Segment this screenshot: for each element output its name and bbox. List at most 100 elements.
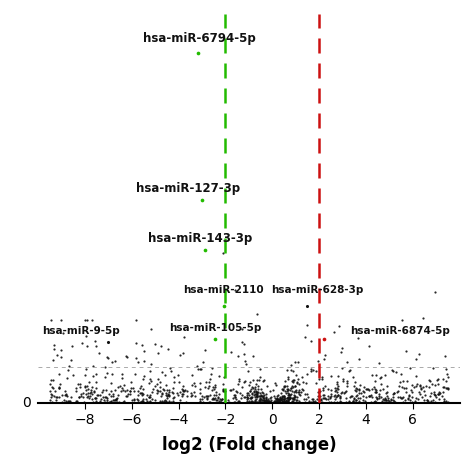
Point (371, 388, 379, 396)
Point (60, 329, 67, 337)
Point (84, 385, 92, 393)
Point (284, 392, 292, 399)
Point (274, 396, 282, 403)
Point (114, 383, 122, 391)
Point (246, 388, 254, 395)
Point (365, 342, 372, 350)
Point (381, 371, 389, 378)
Point (252, 391, 259, 398)
Point (86, 392, 93, 400)
Point (363, 385, 371, 392)
Point (372, 386, 380, 394)
Point (372, 397, 379, 405)
Point (202, 392, 210, 400)
Point (314, 395, 321, 402)
Point (165, 389, 173, 396)
Point (419, 314, 427, 321)
Point (272, 399, 280, 406)
Point (63, 391, 70, 399)
Point (389, 396, 397, 403)
Point (165, 386, 173, 393)
Point (73, 397, 81, 405)
Point (273, 398, 281, 406)
Point (203, 392, 210, 400)
Point (390, 389, 398, 397)
Point (262, 399, 270, 407)
Point (334, 372, 342, 379)
Point (235, 398, 243, 406)
Point (251, 396, 259, 403)
Point (345, 398, 353, 405)
Point (279, 393, 286, 401)
Point (279, 399, 287, 407)
Point (428, 390, 435, 397)
Point (318, 398, 326, 405)
Point (392, 368, 400, 376)
Point (269, 399, 276, 407)
Point (55, 383, 63, 391)
Point (264, 398, 271, 405)
Point (333, 399, 340, 406)
Point (347, 392, 355, 400)
Point (252, 380, 260, 388)
Point (398, 370, 405, 378)
Point (100, 397, 108, 404)
Point (101, 393, 109, 401)
Text: hsa-miR-2110: hsa-miR-2110 (183, 284, 264, 295)
Point (103, 399, 110, 406)
Point (274, 396, 282, 403)
Point (292, 387, 300, 394)
Point (249, 384, 257, 392)
Point (283, 366, 291, 374)
Point (195, 49, 202, 57)
Point (399, 383, 406, 391)
Point (261, 394, 268, 401)
Point (292, 372, 300, 379)
Point (139, 385, 146, 393)
Point (160, 386, 167, 393)
Point (146, 393, 154, 401)
Point (272, 379, 279, 387)
Point (270, 392, 278, 400)
Point (171, 374, 178, 381)
Point (83, 393, 91, 401)
Point (183, 387, 191, 395)
Point (419, 383, 427, 391)
Point (151, 340, 158, 347)
Point (154, 349, 161, 356)
Point (326, 394, 334, 402)
Point (176, 351, 184, 358)
Point (169, 390, 177, 397)
Point (262, 395, 269, 403)
Point (416, 390, 423, 398)
Point (273, 399, 281, 407)
Point (123, 392, 130, 399)
Point (264, 398, 271, 405)
Point (353, 392, 360, 400)
Point (276, 395, 284, 403)
Point (444, 384, 452, 392)
Point (272, 398, 280, 405)
Point (346, 394, 354, 401)
Point (383, 399, 391, 406)
Point (247, 397, 255, 404)
Point (371, 377, 379, 385)
Point (176, 389, 183, 396)
Point (68, 343, 75, 350)
Point (72, 397, 80, 405)
Point (279, 392, 286, 400)
Point (154, 381, 161, 388)
Point (335, 322, 343, 329)
Point (232, 387, 240, 395)
Point (412, 356, 419, 363)
Point (316, 396, 324, 404)
Point (77, 390, 85, 398)
Point (272, 398, 279, 405)
Point (82, 390, 90, 398)
Point (344, 380, 351, 387)
Point (47, 316, 55, 323)
Point (55, 393, 63, 401)
Point (87, 386, 95, 394)
Point (114, 394, 121, 402)
Point (254, 383, 262, 390)
